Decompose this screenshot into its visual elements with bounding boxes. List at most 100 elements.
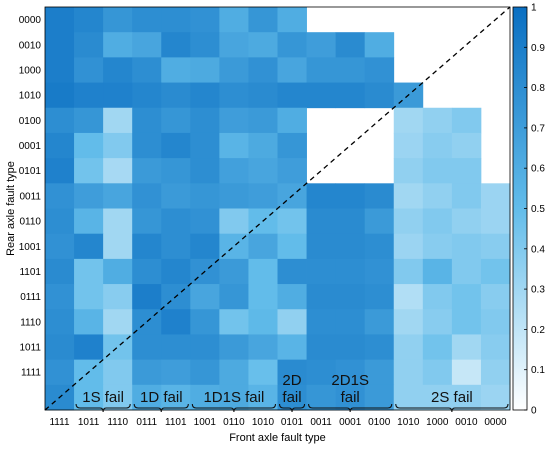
heatmap-cell — [393, 233, 424, 260]
x-tick-label: 1011 — [78, 417, 100, 428]
group-brace — [308, 403, 393, 413]
heatmap-cell — [335, 183, 366, 209]
heatmap-cell — [306, 32, 337, 58]
heatmap-cell — [190, 208, 220, 235]
heatmap-cell — [393, 158, 424, 184]
heatmap-cell — [103, 158, 133, 184]
heatmap-cell — [161, 384, 191, 411]
heatmap-cell — [190, 107, 220, 134]
heatmap-cell — [422, 359, 453, 386]
heatmap-cell — [103, 57, 133, 83]
heatmap-cell — [219, 158, 249, 184]
heatmap-cell — [219, 284, 249, 310]
colorbar-tick-label: 0.9 — [531, 43, 545, 54]
heatmap-cell — [103, 359, 133, 386]
heatmap-cell — [132, 183, 162, 209]
y-tick-label: 0000 — [19, 15, 42, 26]
heatmap-cell — [219, 208, 249, 235]
heatmap-cell — [335, 309, 366, 335]
heatmap-cell — [132, 384, 162, 411]
heatmap-cell — [45, 208, 75, 235]
colorbar-tick-label: 0.2 — [531, 325, 545, 336]
heatmap-cell — [190, 57, 220, 83]
heatmap-cell — [161, 258, 191, 285]
colorbar-tick-label: 0 — [531, 406, 537, 417]
heatmap-cell — [393, 258, 424, 285]
heatmap-cell — [422, 132, 453, 159]
heatmap-cell — [451, 132, 482, 159]
y-tick-labels: 0000 0010 1000 1010 0100 0001 0101 0011 0110 1001… — [19, 15, 42, 379]
heatmap-cell — [190, 334, 220, 361]
heatmap-cell — [451, 158, 482, 184]
heatmap-cell — [335, 284, 366, 310]
heatmap-cell — [248, 158, 278, 184]
heatmap-cell — [219, 107, 249, 134]
group-label: fail — [341, 389, 360, 406]
heatmap-cell — [480, 284, 511, 310]
y-tick-label: 1011 — [19, 343, 41, 354]
heatmap-cell — [74, 32, 104, 58]
heatmap-cell — [364, 309, 395, 335]
y-tick-label: 0110 — [19, 217, 41, 228]
group-brace — [278, 403, 306, 413]
heatmap-cell — [161, 334, 191, 361]
heatmap-cell — [393, 359, 424, 386]
heatmap-cell — [45, 158, 75, 184]
y-tick-label: 1111 — [21, 368, 41, 379]
heatmap-cell — [422, 258, 453, 285]
heatmap-cell — [393, 132, 424, 159]
heatmap-cell — [364, 284, 395, 310]
heatmap-cell — [277, 32, 307, 58]
y-tick-label: 0101 — [19, 166, 42, 177]
heatmap-cell — [422, 107, 453, 134]
heatmap-cell — [451, 284, 482, 310]
heatmap-cell — [277, 132, 307, 159]
y-tick-label: 0010 — [19, 40, 42, 51]
heatmap-cell — [45, 309, 75, 335]
colorbar-tick-label: 0.6 — [531, 164, 545, 175]
heatmap-cell — [132, 359, 162, 386]
heatmap-cell — [480, 359, 511, 386]
heatmap-cell — [219, 32, 249, 58]
colorbar-tick-label: 0.1 — [531, 365, 545, 376]
heatmap-cell — [74, 309, 104, 335]
heatmap-cell — [451, 309, 482, 335]
x-tick-label: 1110 — [107, 417, 128, 428]
heatmap-cell — [248, 334, 278, 361]
heatmap-cell — [74, 7, 104, 33]
heatmap-cell — [74, 183, 104, 209]
y-tick-label: 0001 — [19, 141, 42, 152]
heatmap-cell — [103, 132, 133, 159]
heatmap-cell — [277, 107, 307, 134]
x-tick-label: 0101 — [281, 417, 304, 428]
heatmap-cell — [219, 82, 249, 109]
diagonal-dashed-line — [44, 6, 511, 411]
heatmap-cell — [161, 57, 191, 83]
x-tick-label: 0110 — [223, 417, 245, 428]
heatmap-cell — [364, 57, 395, 83]
x-tick-label: 1001 — [194, 417, 217, 428]
heatmap-cell — [161, 183, 191, 209]
heatmap-cell — [248, 132, 278, 159]
heatmap-cell — [451, 258, 482, 285]
y-tick-label: 1101 — [19, 267, 41, 278]
heatmap-cell — [132, 233, 162, 260]
heatmap-cell — [277, 158, 307, 184]
heatmap-cell — [306, 82, 337, 109]
heatmap-cell — [364, 208, 395, 235]
heatmap-cell — [364, 359, 395, 386]
y-tick-label: 1010 — [19, 91, 42, 102]
heatmap-cell — [364, 258, 395, 285]
heatmap-cell — [335, 258, 366, 285]
x-tick-label: 1010 — [252, 417, 275, 428]
heatmap-cell — [161, 309, 191, 335]
group-brace — [133, 403, 189, 413]
heatmap-cell — [393, 334, 424, 361]
heatmap-cell — [219, 7, 249, 33]
heatmap-cell — [45, 107, 75, 134]
heatmap-cell — [45, 359, 75, 386]
heatmap-cell — [74, 158, 104, 184]
heatmap-cell — [161, 32, 191, 58]
heatmap-cell — [306, 183, 337, 209]
heatmap-cell — [132, 82, 162, 109]
